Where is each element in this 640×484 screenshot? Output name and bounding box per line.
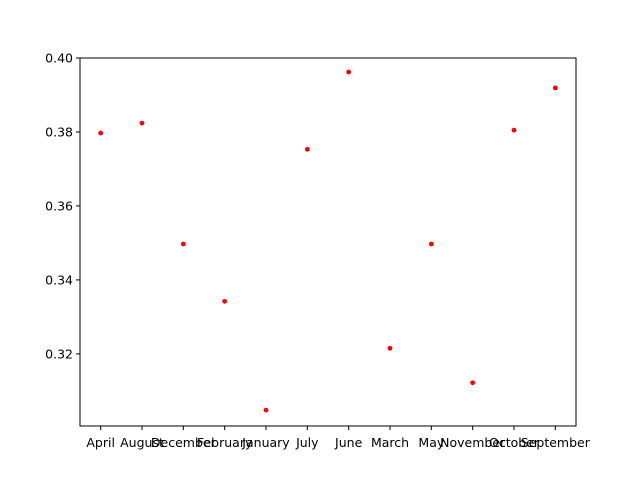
x-tick-label: November [440, 435, 506, 450]
y-tick-label: 0.38 [45, 124, 73, 139]
x-tick-label: July [295, 435, 319, 450]
data-point [180, 241, 186, 247]
x-tick-label: October [489, 435, 540, 450]
x-tick-label: December [151, 435, 217, 450]
data-point [304, 146, 310, 152]
x-tick-label: March [371, 435, 409, 450]
y-tick-label: 0.36 [45, 198, 73, 213]
data-point [263, 407, 269, 413]
x-tick-label: February [197, 435, 253, 450]
y-tick-label: 0.34 [45, 272, 73, 287]
data-point [346, 69, 352, 75]
x-tick-label: August [120, 435, 164, 450]
data-point [98, 130, 104, 136]
data-point [222, 298, 228, 304]
data-point [552, 85, 558, 91]
data-point [428, 241, 434, 247]
x-tick-label: April [86, 435, 115, 450]
data-point [470, 380, 476, 386]
y-tick-label: 0.40 [45, 51, 73, 66]
data-point [511, 127, 517, 133]
x-tick-label: September [521, 435, 591, 450]
x-tick-label: June [334, 435, 363, 450]
x-tick-label: May [418, 435, 444, 450]
axes-frame [79, 57, 577, 427]
y-tick-label: 0.32 [45, 346, 73, 361]
data-point [139, 120, 145, 126]
data-point [387, 345, 393, 351]
x-tick-label: January [241, 435, 290, 450]
